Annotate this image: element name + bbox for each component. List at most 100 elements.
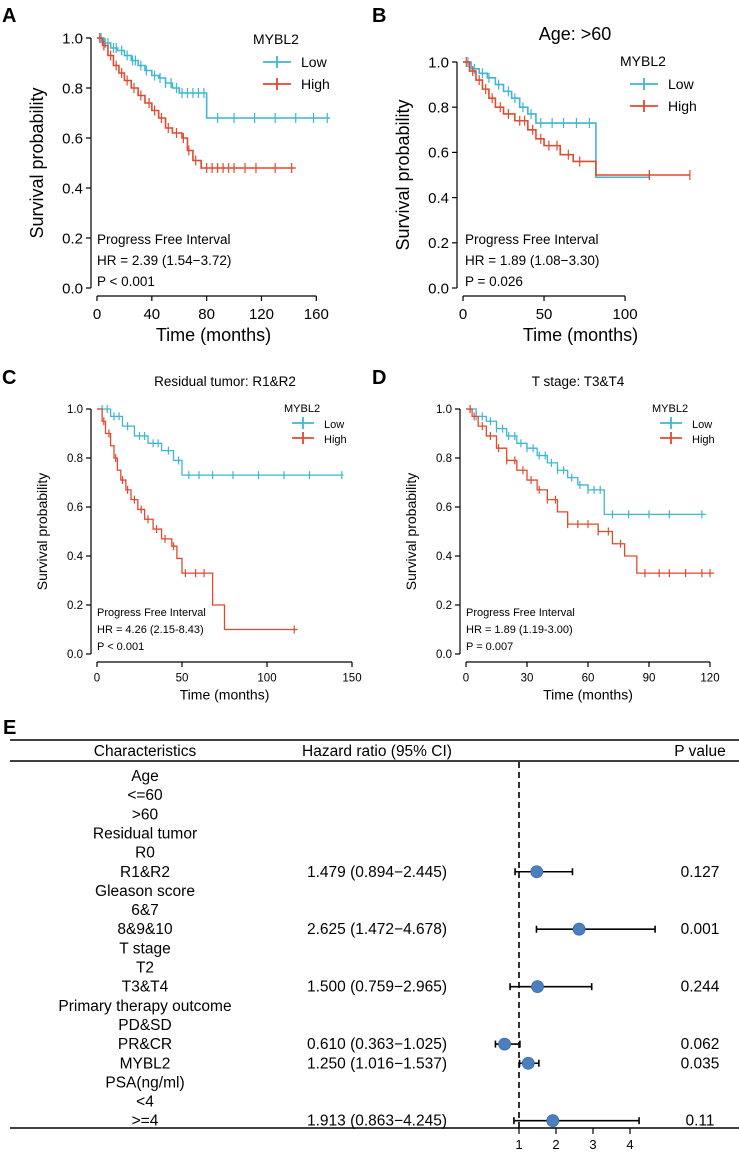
km-panel-b: B Age: >60 0.0 0.2 0.4 0.6 0.8 1.0 0 50 100 Time (m… xyxy=(372,5,697,345)
y-tick-label: 0.0 xyxy=(428,280,449,297)
x-tick-label: 0 xyxy=(459,306,467,323)
y-axis-label: Survival probability xyxy=(34,473,50,591)
y-tick-label: 0.8 xyxy=(62,80,83,97)
x-tick-label: 150 xyxy=(342,673,361,685)
row-p-value: 0.127 xyxy=(681,864,720,881)
y-tick-label: 0.4 xyxy=(62,180,83,197)
row-label: >=4 xyxy=(132,1113,159,1130)
y-tick-label: 0.8 xyxy=(428,99,449,116)
x-tick-label: 120 xyxy=(700,673,719,685)
x-tick-label: 120 xyxy=(249,306,274,323)
hazard-ratio-point xyxy=(530,865,544,879)
x-axis-label: Time (months) xyxy=(180,687,270,703)
hazard-ratio-point xyxy=(531,980,544,994)
header-characteristics: Characteristics xyxy=(94,743,197,760)
row-p-value: 0.244 xyxy=(681,979,720,996)
y-axis-label: Survival probability xyxy=(403,473,419,591)
x-tick-label: 50 xyxy=(176,673,189,685)
row-p-value: 0.062 xyxy=(681,1036,720,1053)
legend-label-low: Low xyxy=(324,419,344,431)
row-label: Primary therapy outcome xyxy=(58,998,231,1015)
row-label: R0 xyxy=(135,845,155,862)
row-label: MYBL2 xyxy=(120,1055,171,1072)
x-tick-label: 0 xyxy=(463,673,469,685)
legend-label-high: High xyxy=(324,434,347,446)
x-tick-label: 40 xyxy=(143,306,160,323)
row-label: R1&R2 xyxy=(120,864,170,881)
km-annotation: HR = 2.39 (1.54−3.72) xyxy=(97,253,231,268)
forest-x-tick-label: 2 xyxy=(552,1137,559,1152)
x-tick-label: 50 xyxy=(536,306,553,323)
chart-title: Age: >60 xyxy=(539,24,612,44)
km-annotation: P = 0.026 xyxy=(465,274,523,289)
row-hazard-ratio: 1.479 (0.894−2.445) xyxy=(307,864,447,881)
panel-letter: E xyxy=(3,717,16,739)
km-annotation: Progress Free Interval xyxy=(466,607,575,619)
legend-label-high: High xyxy=(301,76,330,92)
y-tick-label: 0.2 xyxy=(62,230,83,247)
km-panel-c: C Residual tumor: R1&R2 0.0 0.2 0.4 0.6 0.8 1.0… xyxy=(2,367,362,703)
x-axis-label: Time (months) xyxy=(156,325,271,345)
y-tick-label: 0.6 xyxy=(436,502,452,514)
y-tick-label: 0.6 xyxy=(62,130,83,147)
y-tick-label: 0.0 xyxy=(67,649,83,661)
hazard-ratio-point xyxy=(521,1056,535,1070)
y-tick-label: 1.0 xyxy=(436,404,452,416)
forest-x-tick-label: 3 xyxy=(589,1137,596,1152)
y-tick-label: 0.6 xyxy=(428,145,449,162)
y-axis-label: Survival probability xyxy=(393,99,413,250)
legend-title: MYBL2 xyxy=(652,403,688,415)
x-axis-label: Time (months) xyxy=(523,325,638,345)
row-label: Age xyxy=(131,768,159,785)
row-label: Gleason score xyxy=(95,883,195,900)
km-curve-low xyxy=(97,408,344,476)
row-label: PSA(ng/ml) xyxy=(105,1074,184,1091)
row-label: 8&9&10 xyxy=(117,921,173,938)
legend-title: MYBL2 xyxy=(620,53,666,69)
forest-panel-e: E Characteristics Hazard ratio (95% CI) P v… xyxy=(3,717,739,1152)
x-tick-label: 100 xyxy=(257,673,276,685)
panel-letter: C xyxy=(2,367,16,389)
row-label: T stage xyxy=(119,940,170,957)
km-annotation: Progress Free Interval xyxy=(97,232,231,247)
km-curve-high xyxy=(97,408,298,631)
x-tick-label: 80 xyxy=(198,306,215,323)
km-curve-high xyxy=(97,37,296,169)
panel-letter: B xyxy=(372,5,386,27)
legend-label-high: High xyxy=(668,98,697,114)
km-curve-low xyxy=(463,61,651,179)
km-annotation: P = 0.007 xyxy=(466,641,513,653)
y-tick-label: 0.4 xyxy=(428,190,449,207)
row-label: >60 xyxy=(132,806,159,823)
row-hazard-ratio: 0.610 (0.363−1.025) xyxy=(307,1036,447,1053)
hazard-ratio-point xyxy=(498,1037,511,1051)
forest-x-tick-label: 1 xyxy=(515,1137,522,1152)
y-axis-label: Survival probability xyxy=(27,87,47,238)
y-tick-label: 0.8 xyxy=(67,453,83,465)
y-tick-label: 0.4 xyxy=(436,551,453,563)
header-p-value: P value xyxy=(674,743,725,760)
km-annotation: Progress Free Interval xyxy=(465,232,599,247)
km-annotation: HR = 4.26 (2.15-8.43) xyxy=(97,624,204,636)
row-label: T3&T4 xyxy=(122,979,169,996)
y-tick-label: 0.0 xyxy=(62,280,83,297)
panel-letter: D xyxy=(372,367,386,389)
km-curve-high xyxy=(466,408,715,574)
row-hazard-ratio: 2.625 (1.472−4.678) xyxy=(307,921,447,938)
forest-x-tick-label: 4 xyxy=(626,1137,633,1152)
x-tick-label: 100 xyxy=(613,306,638,323)
row-label: T2 xyxy=(136,960,154,977)
legend-label-high: High xyxy=(692,434,715,446)
y-tick-label: 0.4 xyxy=(67,551,84,563)
km-annotation: Progress Free Interval xyxy=(97,607,206,619)
row-p-value: 0.001 xyxy=(681,921,720,938)
hazard-ratio-point xyxy=(572,922,586,936)
row-label: <=60 xyxy=(127,787,163,804)
chart-title: T stage: T3&T4 xyxy=(532,374,625,389)
row-hazard-ratio: 1.913 (0.863−4.245) xyxy=(307,1113,447,1130)
y-tick-label: 0.2 xyxy=(436,600,452,612)
header-hazard-ratio: Hazard ratio (95% CI) xyxy=(302,743,452,760)
km-annotation: HR = 1.89 (1.08−3.30) xyxy=(465,253,599,268)
km-panel-a: A 0.0 0.2 0.4 0.6 0.8 1.0 0 40 80 120 160 Time (mont… xyxy=(2,5,330,345)
